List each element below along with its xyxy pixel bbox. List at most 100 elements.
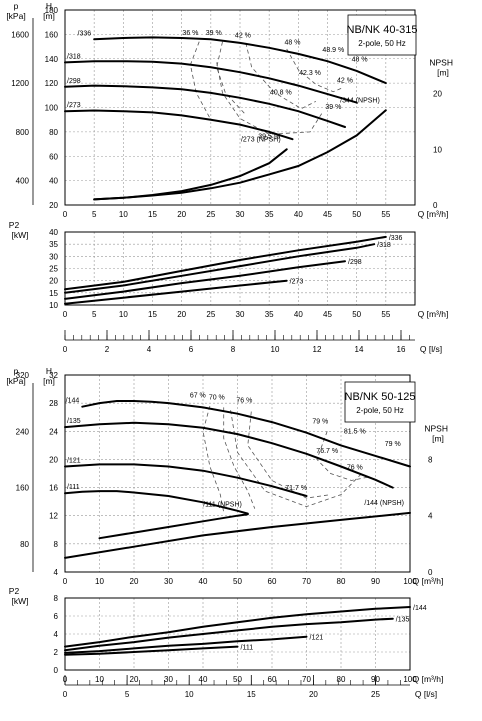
plot-frame [64,231,416,306]
efficiency-label: 42 % [235,32,251,39]
series-label: /273 [67,102,81,109]
x-tick-label: 45 [323,310,332,319]
series-label: /111 [241,645,254,652]
series-line-135 [64,421,394,489]
pressure-tick-label: 160 [16,484,30,493]
x-tick-label: 30 [236,210,245,219]
x-tick-label: 50 [352,310,361,319]
x-tick-label: 30 [236,310,245,319]
chart-head-panel-0: 0 5 10 15 20 25 30 35 40 45 50 55204060801001201401… [6,1,453,219]
x-tick-label: 20 [130,675,139,684]
x-tick-label: 40 [199,675,208,684]
efficiency-label: 70 % [209,395,225,402]
series-label: /318 [67,53,81,60]
ls-tick-label: 15 [247,690,256,699]
npsh-tick-label: 20 [433,90,442,99]
pressure-tick-label: 1200 [11,79,29,88]
series-line-144 [81,400,411,468]
power-axis-unit: [kW] [12,230,29,240]
ls-tick-label: 16 [397,345,406,354]
pressure-tick-label: 400 [16,177,30,186]
chart-grid [64,231,415,306]
ls-tick-label: 0 [63,690,68,699]
efficiency-label: 81.5 % [344,429,366,436]
npsh-axis-label: NPSH [424,423,448,433]
efficiency-label: 48 % [285,40,301,47]
npsh-axis-unit: [m] [432,433,444,443]
ls-tick-label: 6 [189,345,194,354]
flow-ls-axis: 0 5 10 15 20 25 Q [l/s] [63,675,437,699]
y-tick-label: 4 [54,630,59,639]
series-label: /318 [377,242,391,249]
pressure-axis-label: p [14,366,19,376]
x-tick-label: 60 [268,577,277,586]
series-label: /135 [396,617,410,624]
y-tick-label: 140 [45,55,59,64]
x-tick-label: 30 [164,675,173,684]
series-label: /144 [413,605,427,612]
model-title-box [347,14,417,56]
power-axis-label: P2 [9,586,20,596]
ls-tick-label: 4 [147,345,152,354]
series-line-144 [64,606,411,648]
series-line-144-npsh [64,511,411,559]
ls-axis-label: Q [l/s] [415,689,437,699]
x-tick-label: 20 [177,210,186,219]
x-tick-label: 25 [206,210,215,219]
x-tick-label: 50 [352,210,361,219]
efficiency-label: 36 % [182,30,198,37]
series-line-273 [64,279,288,305]
y-tick-label: 32 [49,371,58,380]
ls-tick-label: 0 [63,345,68,354]
y-tick-label: 16 [49,484,58,493]
pressure-axis-label: p [14,1,19,11]
npsh-tick-label: 0 [428,568,433,577]
head-axis-label: H [46,1,52,11]
ls-tick-label: 14 [355,345,364,354]
efficiency-contour-line [245,42,316,110]
efficiency-label: 48.9 % [322,47,344,54]
series-line-111 [64,645,239,656]
x-tick-label: 90 [371,577,380,586]
efficiency-contours [202,405,369,513]
efficiency-label: 39 % [325,104,341,111]
series-label: /273 (NPSH) [241,136,281,143]
power-axis-label: P2 [9,220,20,230]
series-line-111 [64,490,249,515]
series-line-135 [64,617,394,652]
y-tick-label: 28 [49,399,58,408]
efficiency-label: 79 % [312,419,328,426]
series-line-111-npsh [98,513,249,540]
power-axis-unit: [kW] [12,596,29,606]
model-title-box [344,381,416,423]
efficiency-label: 42.3 % [299,70,321,77]
chart-head-panel-2: 0 10 20 30 40 50 60 70 80 90 100481216202428328016… [6,366,448,586]
y-tick-label: 20 [49,201,58,210]
x-tick-label: 15 [148,210,157,219]
plot-frame [64,374,411,573]
x-tick-label: 100 [403,577,417,586]
series-label: /273 [290,279,304,286]
y-tick-label: 30 [49,252,58,261]
efficiency-contour-line [216,41,247,116]
model-subtitle: 2-pole, 50 Hz [356,406,404,415]
x-tick-label: 10 [95,675,104,684]
x-tick-label: 35 [265,210,274,219]
series-label: /121 [310,635,324,642]
y-tick-label: 8 [54,594,59,603]
y-tick-label: 12 [49,512,58,521]
series-label: /121 [67,457,81,464]
y-tick-label: 40 [49,228,58,237]
series-label: /144 [66,398,80,405]
series-line-121 [64,463,308,497]
x-tick-label: 0 [63,577,68,586]
efficiency-contour-line [230,410,362,508]
x-tick-label: 5 [92,210,97,219]
npsh-tick-label: 0 [433,201,438,210]
model-title: NB/NK 40-315 [347,24,418,36]
efficiency-label: 76 % [347,464,363,471]
chart-power-panel-1: 0 5 10 15 20 25 30 35 40 45 50 5510152025303540P2[k… [9,220,449,354]
pressure-tick-label: 320 [16,371,30,380]
y-tick-label: 25 [49,265,58,274]
